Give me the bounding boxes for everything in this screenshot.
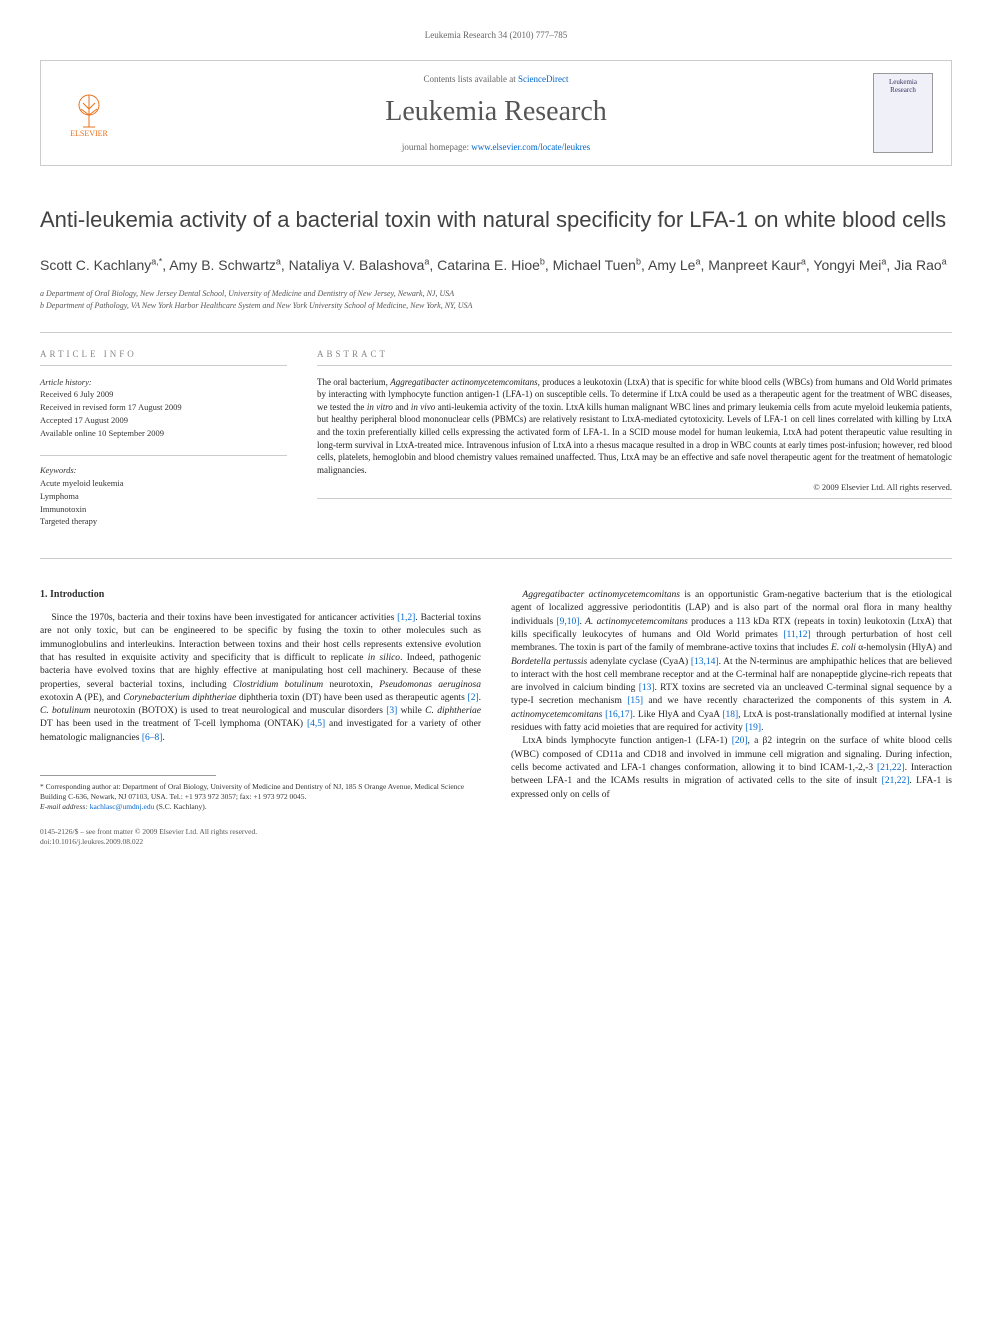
affiliation-a: a Department of Oral Biology, New Jersey… bbox=[40, 288, 952, 300]
elsevier-name: ELSEVIER bbox=[70, 129, 108, 138]
sciencedirect-link[interactable]: ScienceDirect bbox=[518, 74, 568, 84]
elsevier-tree-icon bbox=[69, 89, 109, 129]
keyword-3: Immunotoxin bbox=[40, 503, 287, 516]
footnote-separator bbox=[40, 775, 216, 776]
email-line: E-mail address: kachlasc@umdnj.edu (S.C.… bbox=[40, 802, 481, 812]
abstract-label: ABSTRACT bbox=[317, 349, 952, 366]
history-accepted: Accepted 17 August 2009 bbox=[40, 414, 287, 427]
footer-copyright: 0145-2126/$ – see front matter © 2009 El… bbox=[40, 827, 481, 847]
abstract-column: ABSTRACT The oral bacterium, Aggregatiba… bbox=[317, 349, 952, 529]
keyword-4: Targeted therapy bbox=[40, 515, 287, 528]
body-paragraph: Since the 1970s, bacteria and their toxi… bbox=[40, 612, 481, 745]
keyword-2: Lymphoma bbox=[40, 490, 287, 503]
article-info-label: ARTICLE INFO bbox=[40, 349, 287, 366]
section-heading-intro: 1. Introduction bbox=[40, 589, 481, 600]
keyword-1: Acute myeloid leukemia bbox=[40, 477, 287, 490]
email-person: (S.C. Kachlany). bbox=[154, 802, 206, 811]
body-column-left: 1. Introduction Since the 1970s, bacteri… bbox=[40, 589, 481, 847]
info-abstract-row: ARTICLE INFO Article history: Received 6… bbox=[40, 349, 952, 529]
cover-title: Leukemia Research bbox=[878, 78, 928, 94]
homepage-link[interactable]: www.elsevier.com/locate/leukres bbox=[471, 142, 590, 152]
keywords-heading: Keywords: bbox=[40, 464, 287, 477]
affiliation-b: b Department of Pathology, VA New York H… bbox=[40, 300, 952, 312]
homepage-label: journal homepage: bbox=[402, 142, 471, 152]
corresponding-text: * Corresponding author at: Department of… bbox=[40, 782, 481, 802]
journal-masthead: ELSEVIER Contents lists available at Sci… bbox=[40, 60, 952, 166]
running-header: Leukemia Research 34 (2010) 777–785 bbox=[40, 30, 952, 40]
email-link[interactable]: kachlasc@umdnj.edu bbox=[90, 802, 155, 811]
affiliations: a Department of Oral Biology, New Jersey… bbox=[40, 288, 952, 312]
history-revised: Received in revised form 17 August 2009 bbox=[40, 401, 287, 414]
body-column-right: Aggregatibacter actinomycetemcomitans is… bbox=[511, 589, 952, 847]
history-online: Available online 10 September 2009 bbox=[40, 427, 287, 440]
journal-homepage-line: journal homepage: www.elsevier.com/locat… bbox=[119, 142, 873, 152]
elsevier-logo: ELSEVIER bbox=[59, 78, 119, 148]
intro-text-left: Since the 1970s, bacteria and their toxi… bbox=[40, 612, 481, 745]
body-paragraph: LtxA binds lymphocyte function antigen-1… bbox=[511, 735, 952, 801]
info-divider bbox=[40, 455, 287, 456]
body-paragraph: Aggregatibacter actinomycetemcomitans is… bbox=[511, 589, 952, 735]
journal-title: Leukemia Research bbox=[119, 96, 873, 128]
history-received: Received 6 July 2009 bbox=[40, 388, 287, 401]
contents-lists-line: Contents lists available at ScienceDirec… bbox=[119, 74, 873, 84]
article-info-column: ARTICLE INFO Article history: Received 6… bbox=[40, 349, 287, 529]
copyright-line: © 2009 Elsevier Ltd. All rights reserved… bbox=[317, 482, 952, 492]
article-history: Article history: Received 6 July 2009 Re… bbox=[40, 376, 287, 440]
corresponding-author-footnote: * Corresponding author at: Department of… bbox=[40, 782, 481, 811]
footer-line-2: doi:10.1016/j.leukres.2009.08.022 bbox=[40, 837, 481, 847]
author-list: Scott C. Kachlanya,*, Amy B. Schwartza, … bbox=[40, 255, 952, 276]
masthead-center: Contents lists available at ScienceDirec… bbox=[119, 74, 873, 152]
contents-text: Contents lists available at bbox=[424, 74, 518, 84]
keywords-block: Keywords: Acute myeloid leukemia Lymphom… bbox=[40, 464, 287, 528]
history-heading: Article history: bbox=[40, 376, 287, 389]
abstract-bottom-rule bbox=[317, 498, 952, 499]
intro-text-right: Aggregatibacter actinomycetemcomitans is… bbox=[511, 589, 952, 802]
body-columns: 1. Introduction Since the 1970s, bacteri… bbox=[40, 589, 952, 847]
abstract-text: The oral bacterium, Aggregatibacter acti… bbox=[317, 376, 952, 477]
journal-cover-thumbnail: Leukemia Research bbox=[873, 73, 933, 153]
footer-line-1: 0145-2126/$ – see front matter © 2009 El… bbox=[40, 827, 481, 837]
email-label: E-mail address: bbox=[40, 802, 90, 811]
article-title: Anti-leukemia activity of a bacterial to… bbox=[40, 206, 952, 235]
divider bbox=[40, 332, 952, 333]
divider-2 bbox=[40, 558, 952, 559]
